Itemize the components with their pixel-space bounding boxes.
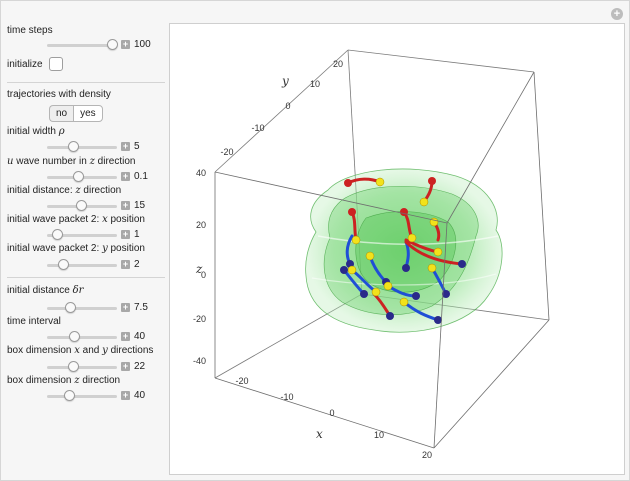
- trajectories-label: trajectories with density: [7, 89, 111, 100]
- z-tick: 40: [196, 168, 206, 178]
- slider-thumb[interactable]: [52, 229, 63, 240]
- initial-width-slider[interactable]: + 5: [47, 141, 167, 153]
- expand-plus-icon[interactable]: +: [121, 141, 130, 151]
- slider-value: 40: [134, 390, 146, 401]
- trajectory-markers: [340, 177, 466, 324]
- box-xy-slider[interactable]: + 22: [47, 361, 167, 373]
- divider: [7, 82, 165, 83]
- divider: [7, 277, 165, 278]
- y-tick: 0: [285, 101, 290, 111]
- slider-value: 15: [134, 200, 146, 211]
- init-distance-z-label: initial distance: z direction: [7, 185, 122, 196]
- trajectories-toggle: no yes: [49, 105, 103, 122]
- x-tick: 0: [329, 408, 334, 418]
- option-yes[interactable]: yes: [73, 105, 103, 122]
- z-tick: -40: [193, 356, 206, 366]
- init-distance-dr-label: initial distance δr: [7, 285, 84, 296]
- 3d-plot[interactable]: y 20 10 0 -10 -20 z 40 20 0 -20 -40 x -2…: [169, 23, 625, 475]
- slider-value: 22: [134, 361, 146, 372]
- slider-track: [47, 366, 117, 369]
- slider-thumb[interactable]: [69, 331, 80, 342]
- y-tick: 20: [333, 59, 343, 69]
- x-tick: 10: [374, 430, 384, 440]
- packet2-x-slider[interactable]: + 1: [47, 229, 167, 241]
- options-plus-icon[interactable]: +: [611, 8, 623, 20]
- slider-value: 0.1: [134, 171, 148, 182]
- slider-track: [47, 44, 117, 47]
- z-tick: 0: [201, 270, 206, 280]
- wave-number-slider[interactable]: + 0.1: [47, 171, 167, 183]
- expand-plus-icon[interactable]: +: [121, 390, 130, 400]
- x-axis-label: x: [316, 427, 323, 441]
- slider-track: [47, 307, 117, 310]
- time-interval-label: time interval: [7, 316, 61, 327]
- init-distance-z-slider[interactable]: + 15: [47, 200, 167, 212]
- box-front-edges: [214, 71, 550, 449]
- z-tick: 20: [196, 220, 206, 230]
- expand-plus-icon[interactable]: +: [121, 361, 130, 371]
- initialize-checkbox[interactable]: [49, 57, 63, 71]
- packet2-y-label: initial wave packet 2: y position: [7, 243, 145, 254]
- packet2-x-label: initial wave packet 2: x position: [7, 214, 145, 225]
- expand-plus-icon[interactable]: +: [121, 200, 130, 210]
- z-axis-label: z: [195, 262, 203, 276]
- z-axis: z 40 20 0 -20 -40: [193, 168, 206, 366]
- slider-thumb[interactable]: [65, 302, 76, 313]
- init-distance-dr-slider[interactable]: + 7.5: [47, 302, 167, 314]
- slider-track: [47, 234, 117, 237]
- y-axis: y 20 10 0 -10 -20: [220, 59, 343, 157]
- slider-value: 1: [134, 229, 140, 240]
- box-xy-label: box dimension x and y directions: [7, 345, 154, 356]
- slider-value: 7.5: [134, 302, 148, 313]
- x-tick: 20: [422, 450, 432, 460]
- density-surface: [305, 168, 503, 333]
- initialize-label: initialize: [7, 59, 43, 70]
- option-no[interactable]: no: [49, 105, 74, 122]
- slider-thumb[interactable]: [68, 141, 79, 152]
- slider-thumb[interactable]: [64, 390, 75, 401]
- slider-track: [47, 395, 117, 398]
- time-interval-slider[interactable]: + 40: [47, 331, 167, 343]
- box-z-slider[interactable]: + 40: [47, 390, 167, 402]
- slider-track: [47, 264, 117, 267]
- initial-width-label: initial width ρ: [7, 126, 65, 137]
- slider-value: 2: [134, 259, 140, 270]
- wave-number-label: u wave number in z direction: [7, 156, 136, 167]
- y-tick: -10: [251, 123, 264, 133]
- time-steps-slider[interactable]: + 100: [47, 39, 167, 51]
- x-tick: -10: [280, 392, 293, 402]
- expand-plus-icon[interactable]: +: [121, 229, 130, 239]
- expand-plus-icon[interactable]: +: [121, 302, 130, 312]
- slider-track: [47, 336, 117, 339]
- packet2-y-slider[interactable]: + 2: [47, 259, 167, 271]
- expand-plus-icon[interactable]: +: [121, 39, 130, 49]
- slider-thumb[interactable]: [73, 171, 84, 182]
- x-tick: -20: [235, 376, 248, 386]
- slider-thumb[interactable]: [68, 361, 79, 372]
- slider-thumb[interactable]: [107, 39, 118, 50]
- y-tick: -20: [220, 147, 233, 157]
- box-z-label: box dimension z direction: [7, 375, 121, 386]
- slider-value: 40: [134, 331, 146, 342]
- slider-thumb[interactable]: [76, 200, 87, 211]
- z-tick: -20: [193, 314, 206, 324]
- slider-value: 100: [134, 39, 151, 50]
- plot-svg: y 20 10 0 -10 -20 z 40 20 0 -20 -40 x -2…: [193, 49, 550, 460]
- expand-plus-icon[interactable]: +: [121, 259, 130, 269]
- expand-plus-icon[interactable]: +: [121, 171, 130, 181]
- y-axis-label: y: [281, 74, 289, 88]
- time-steps-label: time steps: [7, 25, 53, 36]
- expand-plus-icon[interactable]: +: [121, 331, 130, 341]
- slider-thumb[interactable]: [58, 259, 69, 270]
- slider-value: 5: [134, 141, 140, 152]
- x-axis: x -20 -10 0 10 20: [235, 376, 432, 460]
- slider-track: [47, 146, 117, 149]
- y-tick: 10: [310, 79, 320, 89]
